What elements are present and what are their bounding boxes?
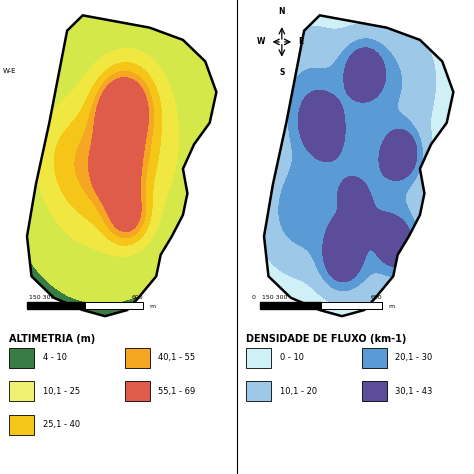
Polygon shape <box>264 15 453 316</box>
Bar <box>125 382 149 401</box>
Bar <box>27 302 143 310</box>
Text: 55,1 - 69: 55,1 - 69 <box>158 387 196 396</box>
Text: 10,1 - 25: 10,1 - 25 <box>43 387 80 396</box>
Bar <box>9 348 34 368</box>
Bar <box>260 302 321 310</box>
Bar <box>27 302 85 310</box>
Text: 150 300: 150 300 <box>29 295 55 301</box>
Bar <box>85 302 143 310</box>
Text: N: N <box>279 7 285 16</box>
Text: 40,1 - 55: 40,1 - 55 <box>158 354 196 363</box>
Text: 600: 600 <box>371 295 382 301</box>
Bar <box>362 348 387 368</box>
Polygon shape <box>27 15 216 316</box>
Text: S: S <box>279 68 284 77</box>
Bar <box>9 382 34 401</box>
Text: 4 - 10: 4 - 10 <box>43 354 67 363</box>
Text: 30,1 - 43: 30,1 - 43 <box>395 387 433 396</box>
Text: 10,1 - 20: 10,1 - 20 <box>280 387 317 396</box>
Text: 150 300: 150 300 <box>262 295 287 301</box>
Bar <box>321 302 382 310</box>
Text: ALTIMETRIA (m): ALTIMETRIA (m) <box>9 335 95 345</box>
Text: m: m <box>389 304 395 309</box>
Text: 0 - 10: 0 - 10 <box>280 354 304 363</box>
Text: E: E <box>299 37 304 46</box>
Bar <box>362 382 387 401</box>
Text: 0: 0 <box>251 295 255 301</box>
Text: 20,1 - 30: 20,1 - 30 <box>395 354 433 363</box>
Text: W-E: W-E <box>2 68 16 74</box>
Bar <box>246 382 271 401</box>
Bar <box>9 415 34 435</box>
Bar <box>246 348 271 368</box>
Bar <box>260 302 382 310</box>
Text: m: m <box>149 304 155 309</box>
Text: 25,1 - 40: 25,1 - 40 <box>43 420 80 429</box>
Text: DENSIDADE DE FLUXO (km-1): DENSIDADE DE FLUXO (km-1) <box>246 335 407 345</box>
Text: W: W <box>257 37 265 46</box>
Text: 600: 600 <box>131 295 143 301</box>
Bar <box>125 348 149 368</box>
